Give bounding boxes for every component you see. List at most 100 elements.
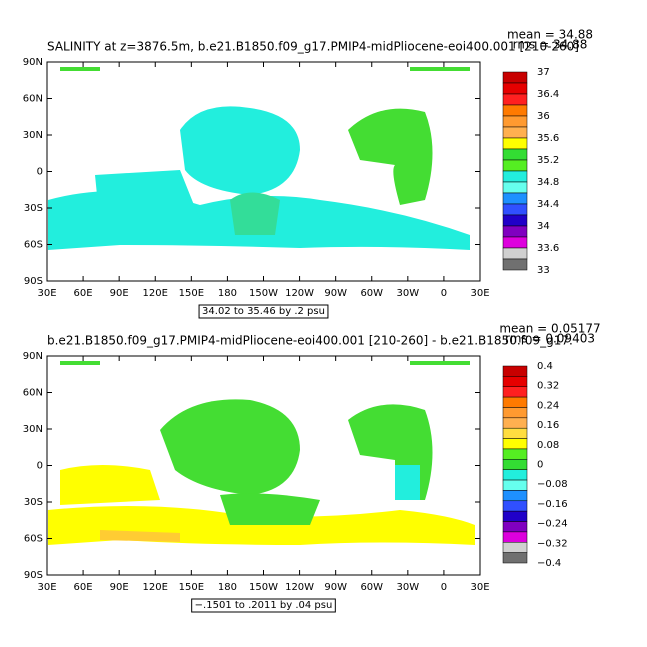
colorbar-box — [502, 159, 528, 172]
x-tick-label: 30W — [397, 582, 420, 593]
colorbar-box — [502, 552, 528, 564]
x-tick-label: 90E — [110, 582, 129, 593]
colorbar-label: 0.16 — [537, 420, 559, 431]
colorbar-label: 36 — [537, 111, 550, 122]
colorbar-label: −0.4 — [537, 558, 561, 569]
colorbar-label: −0.32 — [537, 538, 568, 549]
colorbar-label: 33 — [537, 265, 550, 276]
colorbar-label: −0.08 — [537, 479, 568, 490]
x-tick-label: 30E — [37, 582, 56, 593]
colorbar-box — [502, 365, 528, 377]
y-tick-label: 60S — [24, 534, 43, 545]
map-fill-bottom — [48, 361, 475, 545]
mean-label: mean = 0.05177 — [499, 322, 600, 336]
y-tick-label: 0 — [37, 461, 43, 472]
y-tick-label: 30S — [24, 203, 43, 214]
x-tick-label: 120E — [143, 288, 168, 299]
colorbar-box — [502, 247, 528, 260]
colorbar-box — [502, 126, 528, 139]
contour-info: 34.02 to 35.46 by .2 psu — [202, 306, 325, 317]
colorbar-box — [502, 104, 528, 117]
colorbar-label: 0.4 — [537, 361, 553, 372]
x-tick-label: 30E — [470, 288, 489, 299]
contour-info-box — [191, 598, 336, 613]
y-tick-label: 90S — [24, 276, 43, 287]
contour-info-box — [198, 304, 329, 319]
colorbar-box — [502, 115, 528, 128]
colorbar-box — [502, 427, 528, 439]
colorbar-label: 37 — [537, 67, 550, 78]
x-tick-label: 60E — [74, 582, 93, 593]
x-tick-label: 30E — [37, 288, 56, 299]
y-tick-label: 0 — [37, 167, 43, 178]
x-tick-label: 90W — [324, 582, 347, 593]
colorbar-box — [502, 510, 528, 522]
colorbar-box — [502, 438, 528, 450]
rms-label: rms = 34.88 — [513, 38, 588, 52]
colorbar-box — [502, 490, 528, 502]
x-tick-label: 120E — [143, 582, 168, 593]
colorbar-label: 33.6 — [537, 243, 559, 254]
y-tick-label: 30N — [23, 424, 43, 435]
colorbar-box — [502, 225, 528, 238]
colorbar-box — [502, 214, 528, 227]
colorbar-box — [502, 448, 528, 460]
x-tick-label: 0 — [441, 288, 447, 299]
colorbar-label: 34.4 — [537, 199, 559, 210]
colorbar-box — [502, 396, 528, 408]
x-tick-label: 30E — [470, 582, 489, 593]
y-tick-label: 90N — [23, 57, 43, 68]
colorbar-box — [502, 417, 528, 429]
y-tick-label: 60S — [24, 240, 43, 251]
map-fill-top — [48, 67, 470, 250]
x-tick-label: 150W — [249, 582, 278, 593]
colorbar-label: 35.2 — [537, 155, 559, 166]
colorbar-label: 0.24 — [537, 400, 559, 411]
colorbar-box — [502, 148, 528, 161]
x-tick-label: 150W — [249, 288, 278, 299]
colorbar-box — [502, 203, 528, 216]
mean-label: mean = 34.88 — [507, 28, 593, 42]
y-tick-label: 90S — [24, 570, 43, 581]
panel-title: b.e21.B1850.f09_g17.PMIP4-midPliocene-eo… — [47, 334, 573, 348]
colorbar-box — [502, 407, 528, 419]
x-tick-label: 0 — [441, 582, 447, 593]
colorbar-box — [502, 469, 528, 481]
colorbar-box — [502, 71, 528, 84]
colorbar-label: 35.6 — [537, 133, 559, 144]
rms-label: rms = 0.09403 — [505, 332, 595, 346]
colorbar-box — [502, 531, 528, 543]
x-tick-label: 90E — [110, 288, 129, 299]
colorbar-box — [502, 521, 528, 533]
y-tick-label: 90N — [23, 351, 43, 362]
contour-info: −.1501 to .2011 by .04 psu — [195, 600, 333, 611]
colorbar-box — [502, 82, 528, 95]
colorbar-box — [502, 170, 528, 183]
colorbar-box — [502, 459, 528, 470]
x-tick-label: 180 — [218, 582, 237, 593]
x-tick-label: 90W — [324, 288, 347, 299]
colorbar-box — [502, 376, 528, 387]
colorbar-label: 0.08 — [537, 440, 559, 451]
colorbar-box — [502, 137, 528, 150]
colorbar-label: 0 — [537, 460, 543, 471]
colorbar-label: 0.32 — [537, 381, 559, 392]
colorbar-box — [502, 181, 528, 194]
colorbar-label: 36.4 — [537, 89, 559, 100]
colorbar-box — [502, 542, 528, 553]
colorbar-box — [502, 192, 528, 205]
x-tick-label: 150E — [179, 288, 204, 299]
x-tick-label: 60W — [360, 288, 383, 299]
colorbar-label: 34 — [537, 221, 550, 232]
colorbar-box — [502, 93, 528, 106]
y-tick-label: 60N — [23, 94, 43, 105]
colorbar-box — [502, 500, 528, 512]
x-tick-label: 30W — [397, 288, 420, 299]
x-tick-label: 150E — [179, 582, 204, 593]
colorbar-box — [502, 236, 528, 249]
colorbar-label: −0.24 — [537, 519, 568, 530]
colorbar-box — [502, 258, 528, 271]
x-tick-label: 60E — [74, 288, 93, 299]
colorbar-box — [502, 386, 528, 398]
